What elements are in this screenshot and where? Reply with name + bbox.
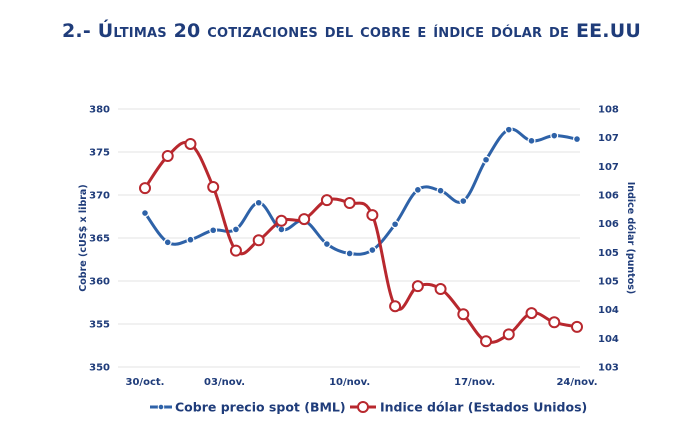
data-point-indice bbox=[502, 328, 515, 341]
data-point-indice bbox=[366, 209, 379, 222]
left-tick-label: 380 bbox=[89, 105, 110, 116]
data-point-cobre bbox=[550, 131, 559, 140]
data-point-cobre bbox=[209, 226, 218, 235]
data-point-indice bbox=[548, 316, 561, 329]
series-line-indice bbox=[143, 140, 578, 344]
data-point-indice bbox=[389, 300, 402, 313]
data-point-cobre bbox=[527, 136, 536, 145]
grid-lines bbox=[118, 108, 580, 368]
data-point-indice bbox=[184, 137, 197, 150]
left-tick-label: 365 bbox=[89, 234, 110, 245]
left-tick-label: 370 bbox=[89, 191, 110, 202]
left-tick-label: 360 bbox=[89, 277, 110, 288]
x-axis-ticks: 30/oct. 03/nov. 10/nov. 17/nov. 24/nov. bbox=[126, 377, 598, 388]
data-point-indice bbox=[343, 197, 356, 210]
right-tick-label: 103 bbox=[598, 363, 619, 374]
data-point-cobre bbox=[322, 240, 331, 249]
x-tick-label: 24/nov. bbox=[556, 377, 597, 388]
data-point-indice bbox=[411, 280, 424, 293]
title-prefix: 2.- bbox=[62, 20, 98, 42]
data-point-indice bbox=[571, 320, 583, 333]
right-tick-label: 105 bbox=[598, 277, 619, 288]
data-point-cobre bbox=[163, 238, 172, 247]
data-point-indice bbox=[229, 244, 242, 257]
left-axis-title: Cobre (cUS$ x libra) bbox=[78, 184, 89, 291]
x-tick-label: 17/nov. bbox=[454, 377, 495, 388]
right-axis-title: Indice dólar (puntos) bbox=[625, 182, 636, 294]
data-point-indice bbox=[207, 180, 220, 193]
right-tick-label: 108 bbox=[598, 105, 619, 116]
legend-label-cobre: Cobre precio spot (BML) bbox=[175, 400, 346, 415]
data-point-cobre bbox=[141, 209, 150, 218]
title-main: Últimas 20 cotizaciones del cobre e índi… bbox=[97, 20, 641, 42]
legend-marker-indice bbox=[357, 401, 369, 413]
data-point-cobre bbox=[345, 249, 354, 258]
series-layer bbox=[139, 125, 583, 348]
left-tick-label: 350 bbox=[89, 363, 110, 374]
data-point-cobre bbox=[391, 220, 400, 229]
data-point-cobre bbox=[482, 155, 491, 164]
data-point-indice bbox=[525, 307, 538, 320]
page-title: 2.- Últimas 20 cotizaciones del cobre e … bbox=[62, 20, 658, 42]
right-tick-label: 107 bbox=[598, 133, 619, 144]
data-point-indice bbox=[298, 213, 311, 226]
x-tick-label: 10/nov. bbox=[329, 377, 370, 388]
x-tick-label: 03/nov. bbox=[204, 377, 245, 388]
data-point-cobre bbox=[277, 225, 286, 234]
left-axis-ticks: 350 355 360 365 370 375 380 bbox=[89, 105, 110, 374]
data-point-cobre bbox=[436, 186, 445, 195]
left-tick-label: 355 bbox=[89, 320, 110, 331]
series-cobre bbox=[141, 125, 581, 258]
right-tick-label: 104 bbox=[598, 334, 619, 345]
data-point-indice bbox=[434, 283, 447, 296]
legend-label-indice: Indice dólar (Estados Unidos) bbox=[380, 400, 587, 415]
data-point-cobre bbox=[231, 225, 240, 234]
legend-item-indice: Indice dólar (Estados Unidos) bbox=[350, 400, 587, 415]
data-point-indice bbox=[320, 194, 333, 207]
right-tick-label: 104 bbox=[598, 305, 619, 316]
data-point-cobre bbox=[368, 246, 377, 255]
series-indice bbox=[139, 137, 583, 348]
data-point-indice bbox=[161, 150, 174, 163]
data-point-cobre bbox=[254, 198, 263, 207]
right-tick-label: 106 bbox=[598, 219, 619, 230]
data-point-indice bbox=[139, 182, 151, 195]
legend-marker-cobre bbox=[157, 403, 165, 411]
right-tick-label: 107 bbox=[598, 162, 619, 173]
data-point-cobre bbox=[186, 235, 195, 244]
data-point-indice bbox=[480, 335, 493, 348]
legend-item-cobre: Cobre precio spot (BML) bbox=[150, 400, 346, 415]
left-tick-label: 375 bbox=[89, 148, 110, 159]
data-point-cobre bbox=[504, 125, 513, 134]
right-tick-label: 106 bbox=[598, 191, 619, 202]
right-tick-label: 105 bbox=[598, 248, 619, 259]
data-point-cobre bbox=[413, 185, 422, 194]
right-axis-ticks: 103 104 104 105 105 106 106 107 107 108 bbox=[598, 105, 619, 374]
data-point-indice bbox=[457, 308, 470, 321]
data-point-cobre bbox=[459, 197, 468, 206]
data-point-indice bbox=[252, 234, 265, 247]
legend: Cobre precio spot (BML) Indice dólar (Es… bbox=[150, 400, 587, 415]
data-point-indice bbox=[275, 214, 288, 227]
x-tick-label: 30/oct. bbox=[126, 377, 165, 388]
data-point-cobre bbox=[572, 135, 581, 144]
